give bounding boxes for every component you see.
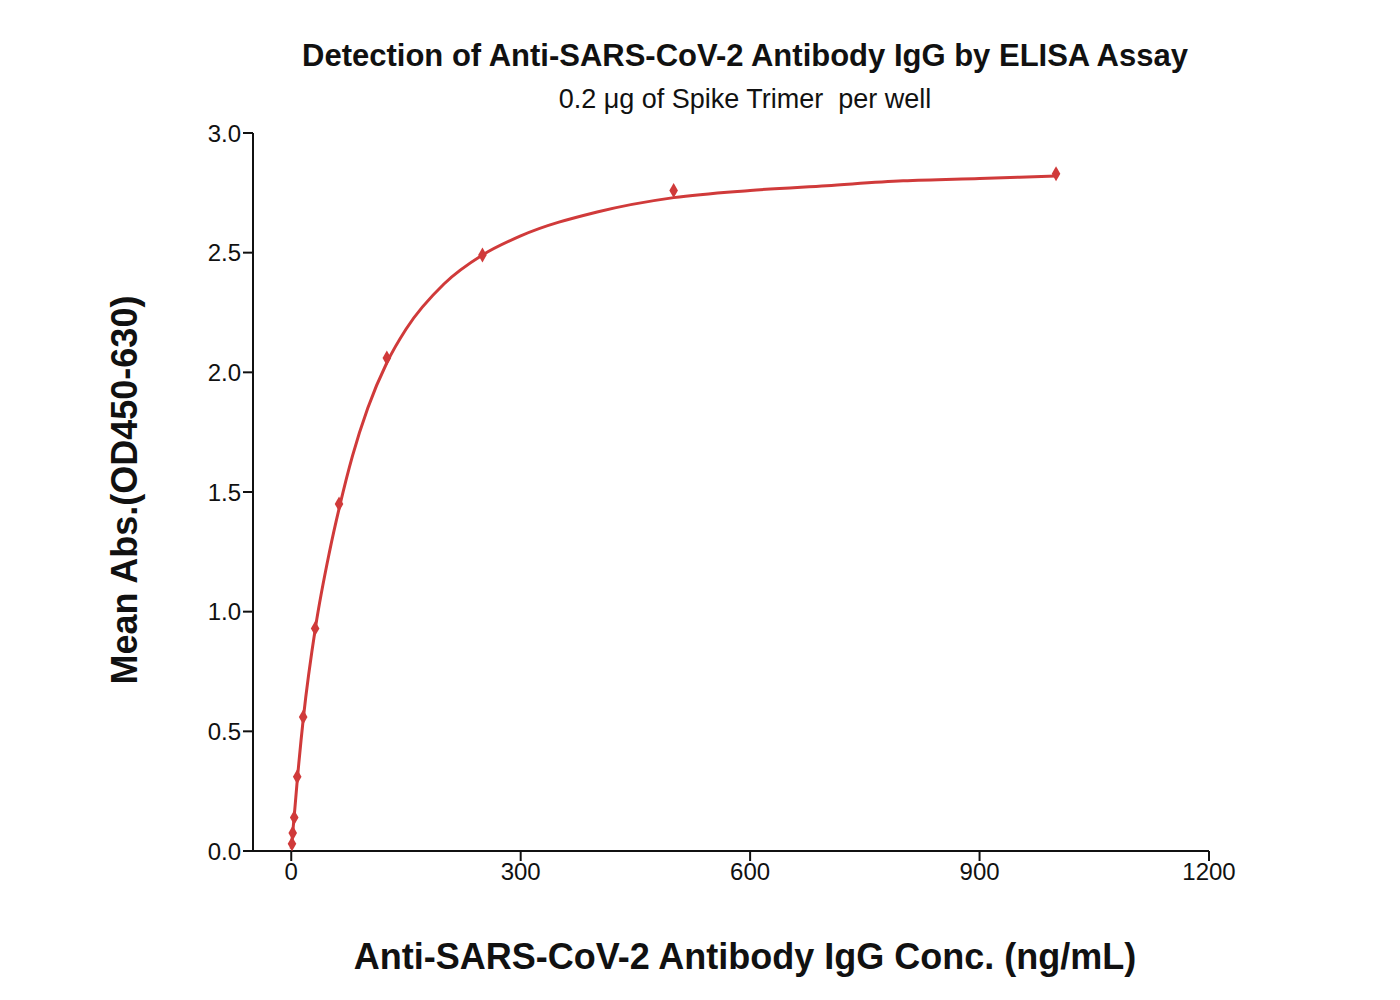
html-text:Mean Abs.(OD450-630): Mean Abs.(OD450-630)	[104, 295, 145, 685]
svg-text:600: 600	[730, 858, 770, 885]
html-text:Detection of Anti-SARS-CoV-2 A: Detection of Anti-SARS-CoV-2 Antibody Ig…	[302, 38, 1188, 73]
svg-text:2.5: 2.5	[208, 239, 241, 266]
svg-text:300: 300	[501, 858, 541, 885]
svg-text:1200: 1200	[1182, 858, 1235, 885]
svg-text:1.5: 1.5	[208, 479, 241, 506]
svg-text:1.0: 1.0	[208, 598, 241, 625]
html-text:Anti-SARS-CoV-2 Antibody IgG C: Anti-SARS-CoV-2 Antibody IgG Conc. (ng/m…	[353, 936, 1137, 977]
svg-text:0.0: 0.0	[208, 838, 241, 865]
svg-text:900: 900	[960, 858, 1000, 885]
svg-text:2.0: 2.0	[208, 359, 241, 386]
svg-text:0: 0	[285, 858, 298, 885]
svg-text:3.0: 3.0	[208, 120, 241, 147]
svg-text:0.5: 0.5	[208, 718, 241, 745]
html-text:0.2 μg of Spike Trimer per wel: 0.2 μg of Spike Trimer per well	[558, 84, 932, 114]
